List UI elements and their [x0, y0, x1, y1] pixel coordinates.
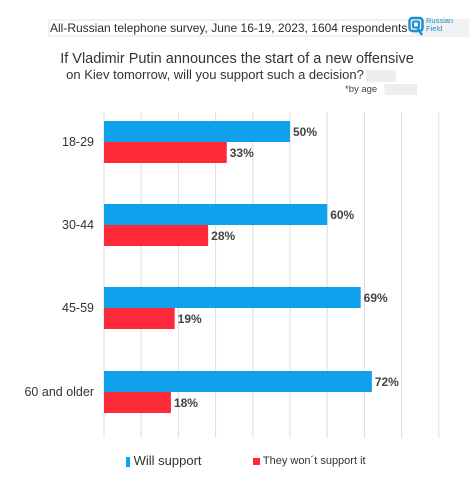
bar-will-support — [104, 204, 328, 225]
logo-line-2: Field — [426, 24, 443, 33]
data-label: 33% — [230, 146, 254, 160]
category-label: 60 and older — [24, 385, 94, 399]
bar-wont-support — [104, 308, 175, 329]
data-label: 69% — [364, 291, 388, 305]
category-label: 30-44 — [62, 218, 94, 232]
bar-will-support — [104, 287, 361, 308]
data-label: 50% — [293, 125, 317, 139]
legend-not-support-swatch — [253, 457, 260, 465]
legend-not-support: They won´t support it — [253, 455, 366, 467]
data-label: 18% — [174, 396, 198, 410]
bar-wont-support — [104, 142, 227, 163]
russian-field-logo: Russian Field — [408, 15, 460, 39]
data-label: 19% — [178, 312, 202, 326]
logo-text: Russian Field — [426, 17, 453, 33]
question-line-2-wrap: on Kiev tomorrow, will you support such … — [0, 67, 468, 82]
category-label: 18-29 — [62, 135, 94, 149]
question-line-1: If Vladimir Putin announces the start of… — [60, 51, 414, 67]
category-label: 45-59 — [62, 301, 94, 315]
logo-icon — [408, 16, 424, 36]
data-label: 28% — [211, 229, 235, 243]
data-label: 72% — [375, 375, 399, 389]
legend-support: Will support — [126, 453, 202, 468]
survey-header: All-Russian telephone survey, June 16-19… — [48, 19, 470, 37]
legend-not-support-label: They won´t support it — [262, 455, 366, 467]
question-line-2: on Kiev tomorrow, will you support such … — [66, 67, 364, 82]
bar-wont-support — [104, 392, 171, 413]
legend-support-label: Will support — [133, 453, 202, 468]
chart-subtitle: *by age — [345, 84, 418, 95]
data-label: 60% — [330, 208, 354, 222]
logo-line-1: Russian — [426, 16, 454, 25]
legend-support-swatch — [126, 456, 130, 467]
survey-description: All-Russian telephone survey, June 16-19… — [50, 21, 412, 35]
bar-will-support — [104, 371, 372, 392]
bar-wont-support — [104, 225, 209, 246]
bar-will-support — [104, 121, 290, 142]
